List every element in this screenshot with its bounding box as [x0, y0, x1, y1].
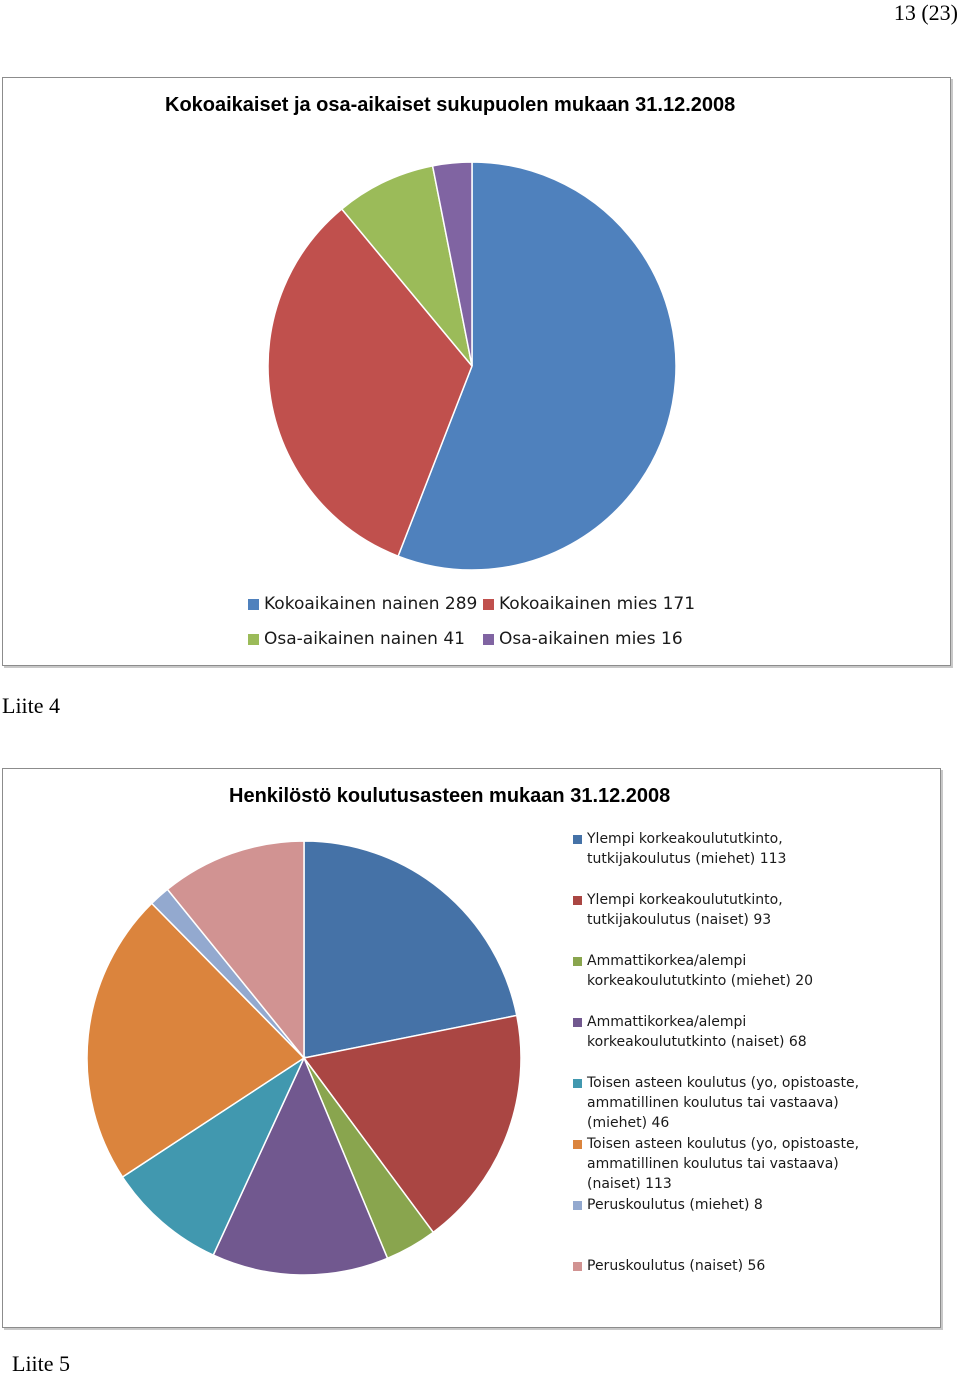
legend-swatch [483, 634, 494, 645]
caption-liite-4: Liite 4 [2, 693, 61, 718]
legend-label: Toisen asteen koulutus (yo, opistoaste, … [587, 1075, 860, 1131]
pie-slice [340, 164, 473, 367]
legend-swatch [483, 599, 494, 610]
legend-label: Peruskoulutus (miehet) 8 [587, 1197, 763, 1213]
legend-item: Osa-aikainen nainen 41 [248, 629, 465, 649]
legend-swatch [573, 1079, 582, 1088]
legend-swatch [248, 599, 259, 610]
legend-label: Osa-aikainen mies 16 [499, 629, 683, 649]
legend-label: Osa-aikainen nainen 41 [264, 629, 465, 649]
legend-swatch [248, 634, 259, 645]
legend-item: Ammattikorkea/alempi korkeakoulututkinto… [573, 1012, 883, 1052]
legend-item: Osa-aikainen mies 16 [483, 629, 683, 649]
legend-employment: Kokoaikainen nainen 289 Kokoaikainen mies… [3, 78, 950, 665]
legend-label: Ylempi korkeakoulututkinto, tutkijakoulu… [587, 892, 783, 928]
legend-swatch [573, 1140, 582, 1149]
caption-liite-5: Liite 5 [12, 1351, 71, 1376]
pie-chart-employment [267, 161, 677, 571]
pie-slice [86, 902, 306, 1179]
legend-label: Ylempi korkeakoulututkinto, tutkijakoulu… [587, 831, 787, 867]
pie-chart-education [86, 840, 522, 1276]
legend-item: Peruskoulutus (miehet) 8 [573, 1195, 883, 1215]
legend-swatch [573, 1262, 582, 1271]
chart-frame-education: Henkilöstö koulutusasteen mukaan 31.12.2… [2, 768, 941, 1328]
chart-frame-employment: Kokoaikaiset ja osa-aikaiset sukupuolen … [2, 77, 951, 666]
legend-item: Toisen asteen koulutus (yo, opistoaste, … [573, 1134, 883, 1194]
page-number: 13 (23) [893, 0, 958, 25]
legend-item: Ylempi korkeakoulututkinto, tutkijakoulu… [573, 829, 883, 869]
pie-slice [397, 161, 677, 571]
pie-slice [431, 161, 473, 367]
chart-title: Kokoaikaiset ja osa-aikaiset sukupuolen … [165, 94, 736, 116]
pie-slice [166, 840, 305, 1061]
legend-item: Ylempi korkeakoulututkinto, tutkijakoulu… [573, 890, 883, 930]
legend-swatch [573, 835, 582, 844]
legend-swatch [573, 1018, 582, 1027]
legend-education: Ylempi korkeakoulututkinto, tutkijakoulu… [3, 769, 940, 1327]
pie-slice [303, 840, 518, 1059]
legend-label: Ammattikorkea/alempi korkeakoulututkinto… [587, 1014, 807, 1050]
legend-swatch [573, 1201, 582, 1210]
legend-label: Kokoaikainen nainen 289 [264, 594, 478, 614]
legend-item: Kokoaikainen nainen 289 [248, 594, 477, 614]
pie-slice [212, 1056, 389, 1276]
legend-item: Ammattikorkea/alempi korkeakoulututkinto… [573, 951, 883, 991]
legend-label: Toisen asteen koulutus (yo, opistoaste, … [587, 1136, 860, 1192]
chart-title: Henkilöstö koulutusasteen mukaan 31.12.2… [229, 785, 671, 807]
pie-slice [302, 1014, 522, 1234]
legend-item: Kokoaikainen mies 171 [483, 594, 695, 614]
legend-label: Ammattikorkea/alempi korkeakoulututkinto… [587, 953, 814, 989]
legend-item: Toisen asteen koulutus (yo, opistoaste, … [573, 1073, 883, 1133]
pie-slice [121, 1055, 306, 1257]
legend-swatch [573, 896, 582, 905]
pie-slice [267, 207, 473, 558]
legend-label: Peruskoulutus (naiset) 56 [587, 1258, 766, 1274]
legend-label: Kokoaikainen mies 171 [499, 594, 696, 614]
legend-item: Peruskoulutus (naiset) 56 [573, 1256, 883, 1276]
legend-swatch [573, 957, 582, 966]
